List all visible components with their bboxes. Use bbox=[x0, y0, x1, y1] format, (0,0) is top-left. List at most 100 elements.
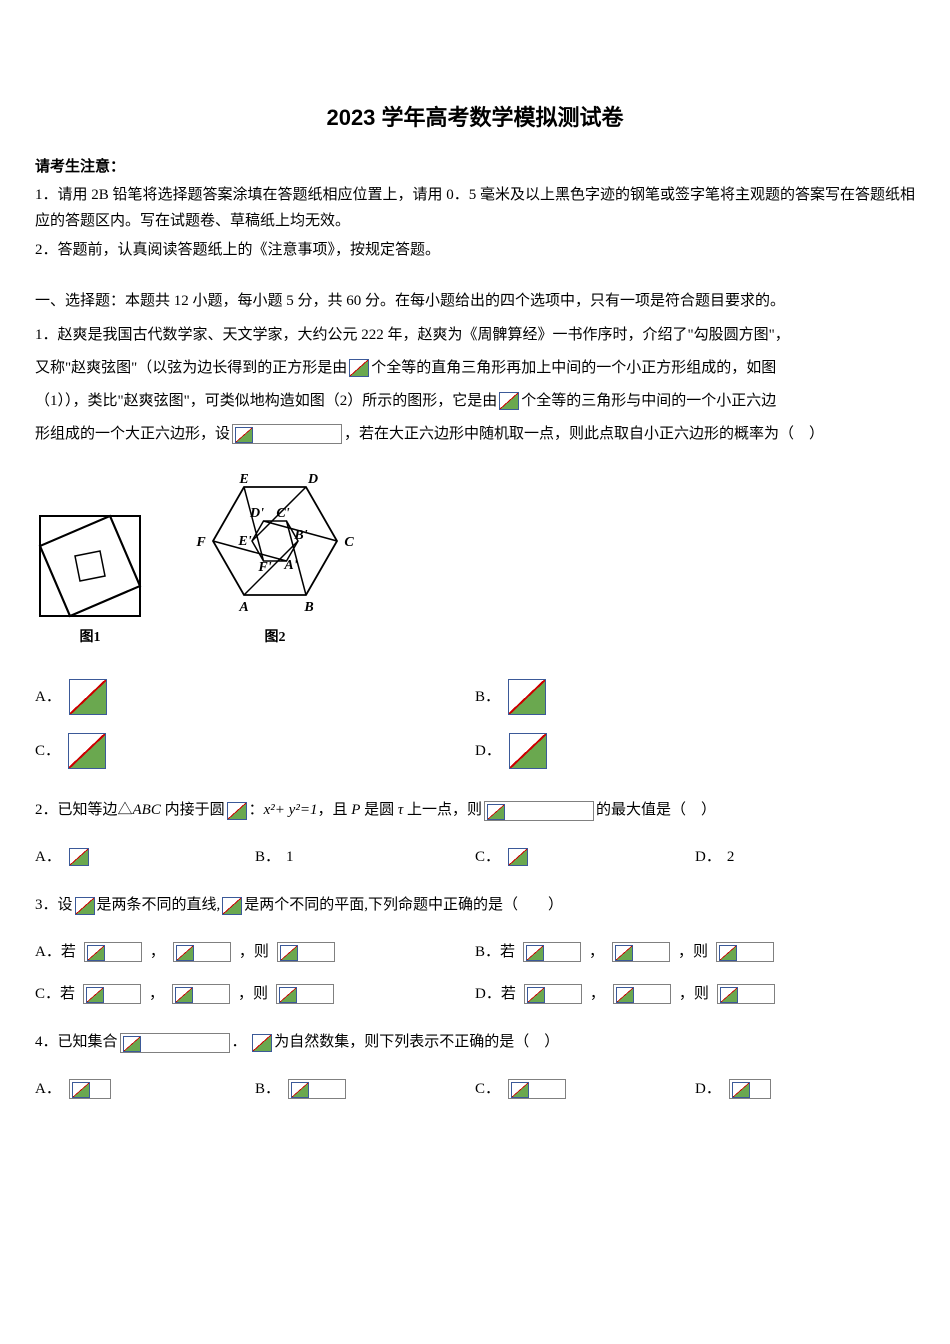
exam-title: 2023 学年高考数学模拟测试卷 bbox=[35, 100, 915, 135]
q2-text-d: ，且 bbox=[317, 802, 351, 818]
section1-header: 一、选择题：本题共 12 小题，每小题 5 分，共 60 分。在每小题给出的四个… bbox=[35, 289, 915, 313]
instructions-header: 请考生注意： bbox=[35, 155, 915, 179]
formula-placeholder-icon bbox=[499, 392, 519, 410]
q3-optD-prefix: D．若 bbox=[475, 982, 516, 1006]
q2-optC-label: C． bbox=[475, 845, 500, 869]
q2-option-C: C． bbox=[475, 845, 695, 869]
q1-optC-label: C． bbox=[35, 739, 60, 763]
formula-placeholder-icon bbox=[508, 679, 546, 715]
q1-option-D: D． bbox=[475, 733, 915, 769]
q1-line2-b: 个全等的直角三角形再加上中间的一个小正方形组成的，如图 bbox=[371, 360, 776, 376]
formula-placeholder-icon bbox=[288, 1079, 346, 1099]
hex-label-C: C bbox=[344, 535, 354, 550]
formula-placeholder-icon bbox=[613, 984, 671, 1004]
q1-line2-a: 又称"赵爽弦图"（以弦为边长得到的正方形是由 bbox=[35, 360, 347, 376]
formula-placeholder-icon bbox=[69, 679, 107, 715]
q1-line3-a: （1）），类比"赵爽弦图"，可类似地构造如图（2）所示的图形，它是由 bbox=[35, 393, 497, 409]
formula-placeholder-icon bbox=[227, 802, 247, 820]
figure-2-caption: 图2 bbox=[265, 627, 286, 649]
q2-option-D: D． 2 bbox=[695, 845, 915, 869]
formula-placeholder-icon bbox=[277, 942, 335, 962]
formula-placeholder-icon bbox=[83, 984, 141, 1004]
figure-1-zhaoshuang bbox=[35, 511, 145, 621]
q4-option-D: D． bbox=[695, 1077, 915, 1101]
hex-label-A: A bbox=[238, 600, 248, 615]
q2-optA-label: A． bbox=[35, 845, 61, 869]
formula-placeholder-icon bbox=[69, 1079, 111, 1099]
q4-option-C: C． bbox=[475, 1077, 695, 1101]
q4-optD-label: D． bbox=[695, 1077, 721, 1101]
q1-option-B: B． bbox=[475, 679, 915, 715]
q2-optD-value: 2 bbox=[727, 845, 735, 869]
formula-placeholder-icon bbox=[612, 942, 670, 962]
instruction-2: 2．答题前，认真阅读答题纸上的《注意事项》，按规定答题。 bbox=[35, 238, 915, 264]
q4-optB-label: B． bbox=[255, 1077, 280, 1101]
hex-label-Fp: F' bbox=[257, 560, 271, 575]
q3-optC-then: ，则 bbox=[238, 982, 268, 1006]
q3-text-b: 是两条不同的直线, bbox=[97, 897, 221, 913]
q1-line4: 形组成的一个大正六边形，设，若在大正六边形中随机取一点，则此点取自小正六边形的概… bbox=[35, 418, 915, 451]
q1-option-A: A． bbox=[35, 679, 475, 715]
formula-placeholder-icon bbox=[729, 1079, 771, 1099]
formula-placeholder-icon bbox=[69, 848, 89, 866]
instruction-1: 1．请用 2B 铅笔将选择题答案涂填在答题纸相应位置上，请用 0．5 毫米及以上… bbox=[35, 183, 915, 234]
question-3: 3．设是两条不同的直线,是两个不同的平面,下列命题中正确的是（ ） bbox=[35, 889, 915, 922]
formula-placeholder-icon bbox=[716, 942, 774, 962]
formula-placeholder-icon bbox=[232, 424, 342, 444]
q4-text-c: 为自然数集，则下列表示不正确的是（ ） bbox=[274, 1034, 559, 1050]
formula-placeholder-icon bbox=[68, 733, 106, 769]
question-2: 2．已知等边△ABC 内接于圆：x²+ y²=1，且 P 是圆 τ 上一点，则的… bbox=[35, 794, 915, 827]
q3-option-C: C．若，，则 bbox=[35, 982, 475, 1006]
q1-options-row2: C． D． bbox=[35, 733, 915, 769]
formula-placeholder-icon bbox=[84, 942, 142, 962]
q2-formula: x²+ y²=1 bbox=[264, 802, 318, 818]
q3-optB-then: ，则 bbox=[678, 940, 708, 964]
q1-line1: 1．赵爽是我国古代数学家、天文学家，大约公元 222 年，赵爽为《周髀算经》一书… bbox=[35, 319, 915, 352]
figure-1-block: 图1 bbox=[35, 511, 145, 649]
q2-text-c: ： bbox=[249, 802, 264, 818]
q3-optD-mid: ， bbox=[590, 982, 605, 1006]
q4-option-B: B． bbox=[255, 1077, 475, 1101]
q1-optD-label: D． bbox=[475, 739, 501, 763]
q1-options-row1: A． B． bbox=[35, 679, 915, 715]
question-1: 1．赵爽是我国古代数学家、天文学家，大约公元 222 年，赵爽为《周髀算经》一书… bbox=[35, 319, 915, 451]
figures-row: 图1 A B C D E F A' B' C' D' bbox=[35, 466, 915, 649]
q1-line3-b: 个全等的三角形与中间的一个小正六边 bbox=[521, 393, 776, 409]
q4-text-a: 4．已知集合 bbox=[35, 1034, 118, 1050]
hex-label-Ep: E' bbox=[237, 534, 251, 549]
q4-optA-label: A． bbox=[35, 1077, 61, 1101]
q1-option-C: C． bbox=[35, 733, 475, 769]
formula-placeholder-icon bbox=[120, 1033, 230, 1053]
q2-text-e: 是圆 bbox=[360, 802, 398, 818]
q3-optB-mid: ， bbox=[589, 940, 604, 964]
q2-p: P bbox=[351, 802, 360, 818]
q4-option-A: A． bbox=[35, 1077, 255, 1101]
hex-label-B: B bbox=[303, 600, 313, 615]
formula-placeholder-icon bbox=[717, 984, 775, 1004]
q2-option-B: B． 1 bbox=[255, 845, 475, 869]
q3-optD-then: ，则 bbox=[679, 982, 709, 1006]
formula-placeholder-icon bbox=[509, 733, 547, 769]
q2-optD-label: D． bbox=[695, 845, 721, 869]
q1-line3: （1）），类比"赵爽弦图"，可类似地构造如图（2）所示的图形，它是由 个全等的三角… bbox=[35, 385, 915, 418]
hex-label-E: E bbox=[238, 472, 248, 487]
q2-optB-value: 1 bbox=[286, 845, 294, 869]
q3-optB-prefix: B．若 bbox=[475, 940, 515, 964]
formula-placeholder-icon bbox=[172, 984, 230, 1004]
figure-2-block: A B C D E F A' B' C' D' E' F' 图2 bbox=[185, 466, 365, 649]
formula-placeholder-icon bbox=[173, 942, 231, 962]
q1-optB-label: B． bbox=[475, 685, 500, 709]
q2-text-a: 2．已知等边△ bbox=[35, 802, 133, 818]
q3-optA-mid: ， bbox=[150, 940, 165, 964]
q3-options-row2: C．若，，则 D．若 ， ，则 bbox=[35, 982, 915, 1006]
q2-option-A: A． bbox=[35, 845, 255, 869]
q4-options: A． B． C． D． bbox=[35, 1077, 915, 1101]
hex-label-Ap: A' bbox=[283, 558, 297, 573]
q3-options-row1: A．若，，则 B．若，，则 bbox=[35, 940, 915, 964]
formula-placeholder-icon bbox=[523, 942, 581, 962]
formula-placeholder-icon bbox=[508, 1079, 566, 1099]
q3-optA-then: ，则 bbox=[239, 940, 269, 964]
q2-text-b: 内接于圆 bbox=[161, 802, 225, 818]
q2-abc: ABC bbox=[133, 802, 161, 818]
q4-text-b: ． bbox=[232, 1034, 247, 1050]
